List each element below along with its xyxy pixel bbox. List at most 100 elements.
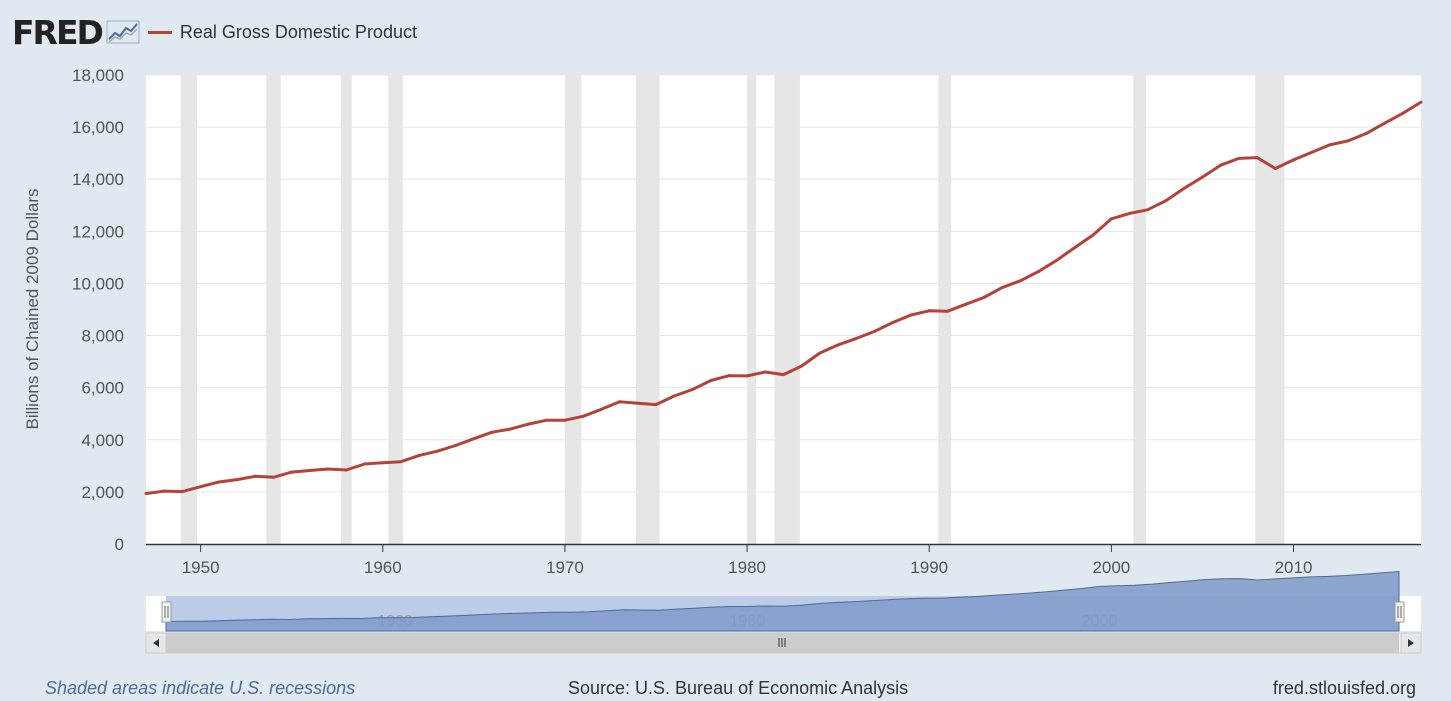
data-point[interactable] <box>1419 100 1423 104</box>
y-tick-label: 8,000 <box>81 327 124 346</box>
data-point[interactable] <box>909 313 913 317</box>
data-point[interactable] <box>1273 167 1277 171</box>
data-point[interactable] <box>344 468 348 472</box>
data-point[interactable] <box>290 470 294 474</box>
x-tick-label: 2000 <box>1092 558 1130 577</box>
data-point[interactable] <box>1037 269 1040 273</box>
data-point[interactable] <box>1237 156 1241 160</box>
data-point[interactable] <box>144 491 148 495</box>
data-point[interactable] <box>964 302 968 306</box>
y-tick-label: 4,000 <box>81 431 124 450</box>
data-point[interactable] <box>891 321 895 325</box>
legend-label: Real Gross Domestic Product <box>179 21 417 42</box>
data-point[interactable] <box>1109 217 1113 221</box>
data-point[interactable] <box>253 474 257 478</box>
data-point[interactable] <box>1055 258 1059 262</box>
navigator-handle-right[interactable] <box>1394 601 1405 623</box>
data-point[interactable] <box>599 407 603 411</box>
data-point[interactable] <box>945 309 949 313</box>
data-point[interactable] <box>545 418 549 422</box>
y-tick-label: 18,000 <box>72 66 124 85</box>
data-point[interactable] <box>472 437 476 441</box>
data-point[interactable] <box>727 374 731 378</box>
data-point[interactable] <box>235 478 239 482</box>
data-point[interactable] <box>654 403 658 407</box>
source-text[interactable]: Source: U.S. Bureau of Economic Analysis <box>568 678 909 698</box>
y-tick-label: 16,000 <box>72 118 124 137</box>
data-point[interactable] <box>836 343 840 347</box>
legend-swatch <box>147 30 172 34</box>
recession-band <box>1133 75 1146 544</box>
data-point[interactable] <box>180 490 184 494</box>
data-point[interactable] <box>581 414 585 418</box>
data-point[interactable] <box>272 475 275 479</box>
data-point[interactable] <box>363 462 367 466</box>
data-point[interactable] <box>672 394 676 398</box>
data-point[interactable] <box>1401 111 1405 115</box>
data-point[interactable] <box>1346 139 1350 143</box>
data-point[interactable] <box>1219 163 1223 167</box>
data-point[interactable] <box>1164 199 1168 203</box>
data-point[interactable] <box>217 480 221 484</box>
data-point[interactable] <box>1292 158 1295 162</box>
data-point[interactable] <box>508 427 512 431</box>
data-point[interactable] <box>1364 131 1368 135</box>
recession-band <box>266 75 281 544</box>
data-point[interactable] <box>709 379 713 383</box>
data-point[interactable] <box>490 430 494 434</box>
arrow-right-icon <box>1408 639 1414 647</box>
data-point[interactable] <box>308 469 312 473</box>
data-point[interactable] <box>873 329 877 333</box>
x-tick-label: 1980 <box>728 558 766 577</box>
data-point[interactable] <box>435 449 439 453</box>
data-point[interactable] <box>800 364 804 368</box>
data-point[interactable] <box>763 370 767 374</box>
data-point[interactable] <box>690 387 694 391</box>
recession-band <box>774 75 800 544</box>
recession-band <box>635 75 660 544</box>
data-point[interactable] <box>162 489 166 493</box>
data-point[interactable] <box>618 400 622 404</box>
data-point[interactable] <box>1182 186 1186 190</box>
data-point[interactable] <box>745 374 749 378</box>
data-point[interactable] <box>636 401 640 405</box>
data-point[interactable] <box>1310 150 1314 154</box>
data-point[interactable] <box>782 373 785 377</box>
y-tick-label: 12,000 <box>72 222 124 241</box>
fred-logo[interactable]: FRED <box>12 12 104 52</box>
data-point[interactable] <box>1200 175 1204 179</box>
legend[interactable]: Real Gross Domestic Product <box>147 21 417 43</box>
data-point[interactable] <box>854 336 858 340</box>
site-link[interactable]: fred.stlouisfed.org <box>1272 678 1416 698</box>
data-point[interactable] <box>1255 156 1259 160</box>
y-tick-label: 2,000 <box>81 483 124 502</box>
y-tick-label: 10,000 <box>72 274 124 293</box>
data-point[interactable] <box>1128 211 1132 215</box>
y-tick-label: 0 <box>115 535 124 554</box>
data-point[interactable] <box>1018 279 1022 283</box>
data-point[interactable] <box>1000 286 1004 290</box>
data-point[interactable] <box>1328 143 1332 147</box>
data-point[interactable] <box>1146 208 1150 212</box>
data-point[interactable] <box>1091 233 1095 237</box>
data-point[interactable] <box>454 444 458 448</box>
data-point[interactable] <box>399 460 403 464</box>
recession-band <box>564 75 582 544</box>
data-point[interactable] <box>326 467 330 471</box>
y-tick-label: 6,000 <box>81 379 124 398</box>
data-point[interactable] <box>1383 121 1387 125</box>
data-point[interactable] <box>199 485 203 489</box>
navigator-handle-left[interactable] <box>161 601 172 623</box>
data-point[interactable] <box>818 351 822 355</box>
data-point[interactable] <box>527 422 530 426</box>
data-point[interactable] <box>982 296 986 300</box>
data-point[interactable] <box>563 418 567 422</box>
data-point[interactable] <box>381 461 385 465</box>
data-point[interactable] <box>927 309 931 313</box>
data-point[interactable] <box>1073 245 1077 249</box>
data-point[interactable] <box>417 453 421 457</box>
y-axis-label: Billions of Chained 2009 Dollars <box>23 189 42 430</box>
recession-band <box>180 75 197 544</box>
header: FRED Real Gross Domestic Product <box>12 10 417 54</box>
recession-band <box>340 75 352 544</box>
